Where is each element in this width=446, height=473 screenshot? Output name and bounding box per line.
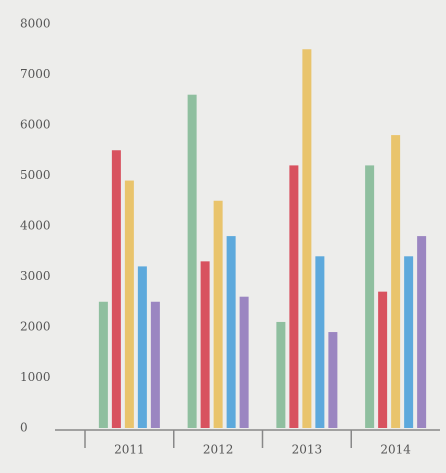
bar <box>417 236 427 428</box>
bar <box>137 266 147 428</box>
bar <box>187 94 197 428</box>
bar <box>124 180 134 428</box>
y-tick-label: 0 <box>20 421 28 435</box>
bar <box>226 236 236 428</box>
bar <box>365 165 375 428</box>
y-tick-label: 4000 <box>20 219 51 233</box>
x-tick-label: 2012 <box>203 443 234 457</box>
bar <box>239 296 249 428</box>
x-tick-label: 2013 <box>292 443 323 457</box>
y-tick-label: 8000 <box>20 17 51 31</box>
bar <box>378 291 388 428</box>
bar <box>289 165 299 428</box>
bar <box>391 135 401 428</box>
bar <box>150 301 160 428</box>
y-tick-label: 7000 <box>20 67 51 81</box>
bar <box>111 150 121 428</box>
y-tick-label: 2000 <box>20 320 51 334</box>
bar <box>98 301 108 428</box>
bar <box>213 200 223 428</box>
bar <box>276 321 286 428</box>
y-tick-label: 6000 <box>20 118 51 132</box>
y-tick-label: 3000 <box>20 269 51 283</box>
x-tick-label: 2014 <box>380 443 411 457</box>
bar <box>302 49 312 428</box>
bar <box>328 332 338 428</box>
bar <box>200 261 210 428</box>
x-tick-label: 2011 <box>114 443 145 457</box>
y-tick-label: 1000 <box>20 370 51 384</box>
y-tick-label: 5000 <box>20 168 51 182</box>
bar <box>315 256 325 428</box>
bar <box>404 256 414 428</box>
